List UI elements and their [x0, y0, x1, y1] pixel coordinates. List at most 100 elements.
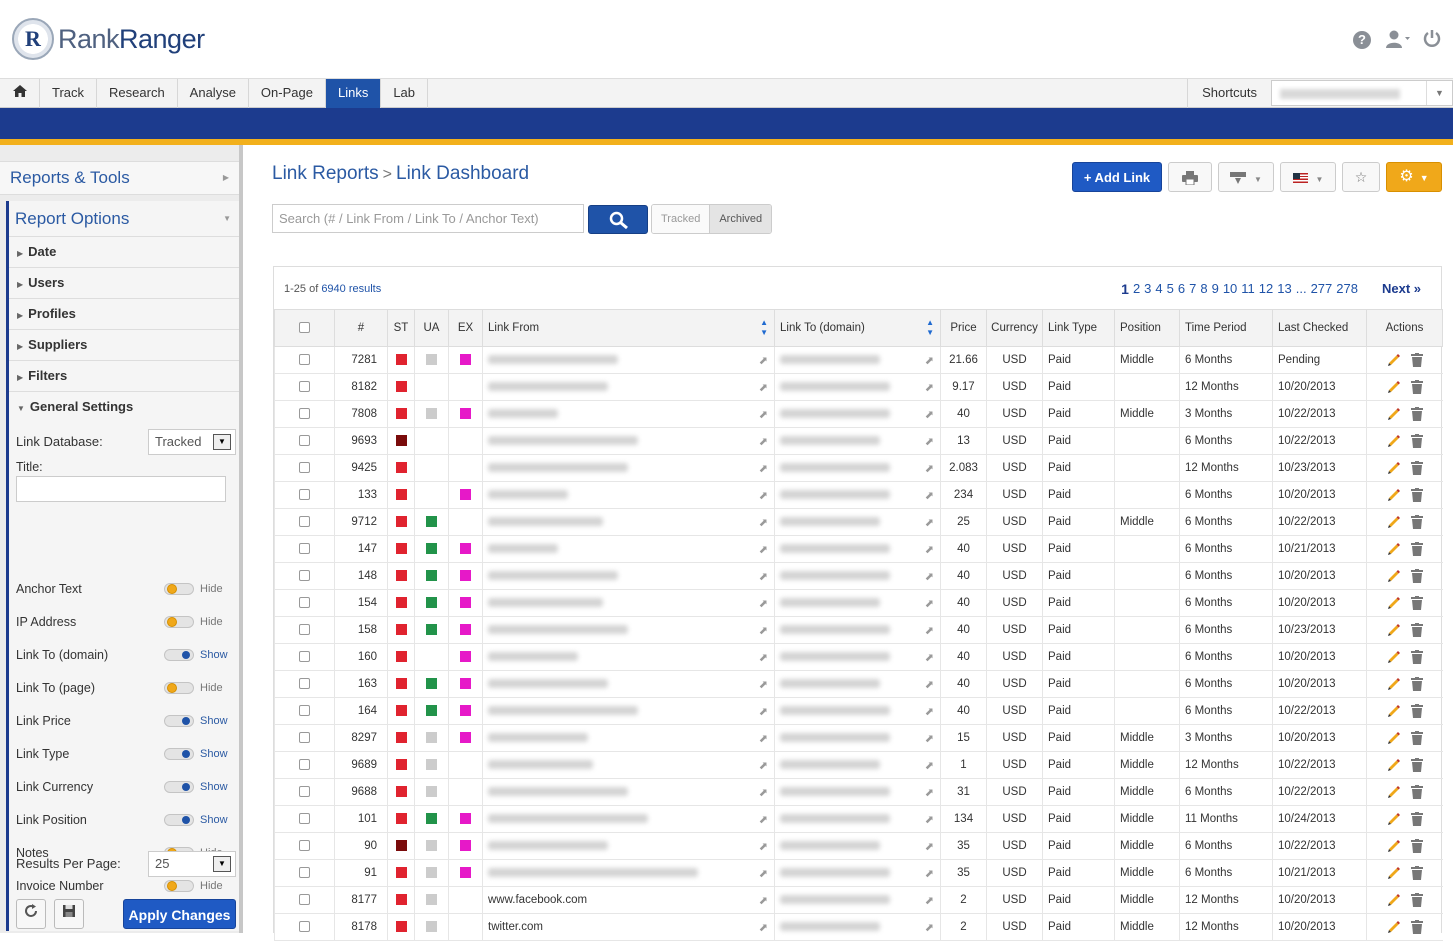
- trash-icon[interactable]: [1410, 623, 1423, 637]
- link-from-cell[interactable]: ⬈: [482, 535, 775, 563]
- row-checkbox-cell[interactable]: [274, 670, 335, 698]
- row-checkbox-cell[interactable]: [274, 697, 335, 725]
- edit-icon[interactable]: [1387, 866, 1401, 880]
- row-checkbox[interactable]: [299, 786, 310, 798]
- col-link-from[interactable]: Link From ▲ ▼: [482, 309, 775, 347]
- reset-button[interactable]: [16, 899, 46, 929]
- section-date[interactable]: ▶ Date: [9, 237, 239, 268]
- edit-icon[interactable]: [1387, 515, 1401, 529]
- link-from-cell[interactable]: ⬈: [482, 427, 775, 455]
- rankranger-logo[interactable]: R RankRanger: [12, 18, 205, 60]
- row-checkbox[interactable]: [299, 516, 310, 528]
- external-link-icon[interactable]: ⬈: [924, 922, 934, 934]
- link-from-cell[interactable]: ⬈: [482, 346, 775, 374]
- table-row[interactable]: 7281 ⬈ ⬈ 21.66 USD Paid Middle 6 Months Pending: [274, 346, 1443, 374]
- link-to-cell[interactable]: ⬈: [774, 481, 941, 509]
- external-link-icon[interactable]: ⬈: [924, 544, 934, 556]
- link-to-cell[interactable]: ⬈: [774, 832, 941, 860]
- link-from-cell[interactable]: ⬈: [482, 859, 775, 887]
- edit-icon[interactable]: [1387, 434, 1401, 448]
- external-link-icon[interactable]: ⬈: [924, 625, 934, 637]
- row-checkbox[interactable]: [299, 543, 310, 555]
- select-all-checkbox[interactable]: [299, 322, 310, 334]
- table-row[interactable]: 164 ⬈ ⬈ 40 USD Paid 6 Months 10/22/2013: [274, 697, 1443, 725]
- link-to-cell[interactable]: ⬈: [774, 751, 941, 779]
- edit-icon[interactable]: [1387, 461, 1401, 475]
- table-row[interactable]: 163 ⬈ ⬈ 40 USD Paid 6 Months 10/20/2013: [274, 670, 1443, 698]
- page-link[interactable]: 11: [1241, 281, 1255, 296]
- export-button[interactable]: ▼: [1218, 162, 1274, 192]
- row-checkbox[interactable]: [299, 921, 310, 933]
- link-to-cell[interactable]: ⬈: [774, 670, 941, 698]
- trash-icon[interactable]: [1410, 839, 1423, 853]
- trash-icon[interactable]: [1410, 380, 1423, 394]
- shortcuts-link[interactable]: Shortcuts: [1187, 79, 1271, 108]
- external-link-icon[interactable]: ⬈: [924, 706, 934, 718]
- link-from-cell[interactable]: ⬈: [482, 670, 775, 698]
- favorite-button[interactable]: ☆: [1342, 162, 1380, 192]
- toggle-switch[interactable]: [164, 814, 194, 826]
- link-from-cell[interactable]: ⬈: [482, 751, 775, 779]
- edit-icon[interactable]: [1387, 812, 1401, 826]
- edit-icon[interactable]: [1387, 569, 1401, 583]
- edit-icon[interactable]: [1387, 353, 1401, 367]
- trash-icon[interactable]: [1410, 704, 1423, 718]
- link-to-cell[interactable]: ⬈: [774, 427, 941, 455]
- col-ex[interactable]: EX: [448, 309, 483, 347]
- row-checkbox[interactable]: [299, 597, 310, 609]
- table-row[interactable]: 9688 ⬈ ⬈ 31 USD Paid Middle 6 Months 10/22/2013: [274, 778, 1443, 806]
- nav-track[interactable]: Track: [40, 79, 98, 108]
- external-link-icon[interactable]: ⬈: [758, 463, 768, 475]
- link-to-cell[interactable]: ⬈: [774, 643, 941, 671]
- nav-links[interactable]: Links: [325, 79, 382, 108]
- trash-icon[interactable]: [1410, 893, 1423, 907]
- filter-archived-button[interactable]: Archived: [709, 205, 772, 233]
- row-checkbox[interactable]: [299, 462, 310, 474]
- page-link[interactable]: 4: [1155, 281, 1163, 296]
- trash-icon[interactable]: [1410, 488, 1423, 502]
- help-icon[interactable]: ?: [1353, 31, 1371, 49]
- link-to-cell[interactable]: ⬈: [774, 508, 941, 536]
- link-to-cell[interactable]: ⬈: [774, 697, 941, 725]
- trash-icon[interactable]: [1410, 407, 1423, 421]
- settings-button[interactable]: ⚙ ▼: [1386, 162, 1442, 192]
- row-checkbox[interactable]: [299, 624, 310, 636]
- col-link-to[interactable]: Link To (domain) ▲ ▼: [774, 309, 941, 347]
- edit-icon[interactable]: [1387, 704, 1401, 718]
- link-from-cell[interactable]: ⬈: [482, 778, 775, 806]
- external-link-icon[interactable]: ⬈: [758, 571, 768, 583]
- row-checkbox[interactable]: [299, 867, 310, 879]
- section-filters[interactable]: ▶ Filters: [9, 361, 239, 392]
- table-row[interactable]: 8178 twitter.com ⬈ ⬈ 2 USD Paid Middle 12 Months…: [274, 913, 1443, 941]
- toggle-switch[interactable]: [164, 880, 194, 892]
- link-from-cell[interactable]: ⬈: [482, 508, 775, 536]
- link-to-cell[interactable]: ⬈: [774, 346, 941, 374]
- page-link[interactable]: 277: [1310, 281, 1333, 296]
- toggle-switch[interactable]: [164, 715, 194, 727]
- table-row[interactable]: 101 ⬈ ⬈ 134 USD Paid Middle 11 Months 10/24/2013: [274, 805, 1443, 833]
- external-link-icon[interactable]: ⬈: [924, 409, 934, 421]
- row-checkbox[interactable]: [299, 678, 310, 690]
- external-link-icon[interactable]: ⬈: [924, 895, 934, 907]
- table-row[interactable]: 91 ⬈ ⬈ 35 USD Paid Middle 6 Months 10/21/2013: [274, 859, 1443, 887]
- link-to-cell[interactable]: ⬈: [774, 805, 941, 833]
- col-time-period[interactable]: Time Period: [1179, 309, 1273, 347]
- section-users[interactable]: ▶ Users: [9, 268, 239, 299]
- col-id[interactable]: #: [334, 309, 388, 347]
- edit-icon[interactable]: [1387, 839, 1401, 853]
- external-link-icon[interactable]: ⬈: [924, 787, 934, 799]
- toggle-state-label[interactable]: Hide: [200, 682, 223, 694]
- nav-home[interactable]: [0, 79, 40, 108]
- toggle-state-label[interactable]: Show: [200, 715, 228, 727]
- link-from-cell[interactable]: ⬈: [482, 724, 775, 752]
- trash-icon[interactable]: [1410, 731, 1423, 745]
- external-link-icon[interactable]: ⬈: [924, 571, 934, 583]
- edit-icon[interactable]: [1387, 596, 1401, 610]
- toggle-state-label[interactable]: Hide: [200, 616, 223, 628]
- row-checkbox-cell[interactable]: [274, 616, 335, 644]
- row-checkbox-cell[interactable]: [274, 886, 335, 914]
- row-checkbox-cell[interactable]: [274, 481, 335, 509]
- table-row[interactable]: 147 ⬈ ⬈ 40 USD Paid 6 Months 10/21/2013: [274, 535, 1443, 563]
- toggle-state-label[interactable]: Show: [200, 781, 228, 793]
- link-to-cell[interactable]: ⬈: [774, 886, 941, 914]
